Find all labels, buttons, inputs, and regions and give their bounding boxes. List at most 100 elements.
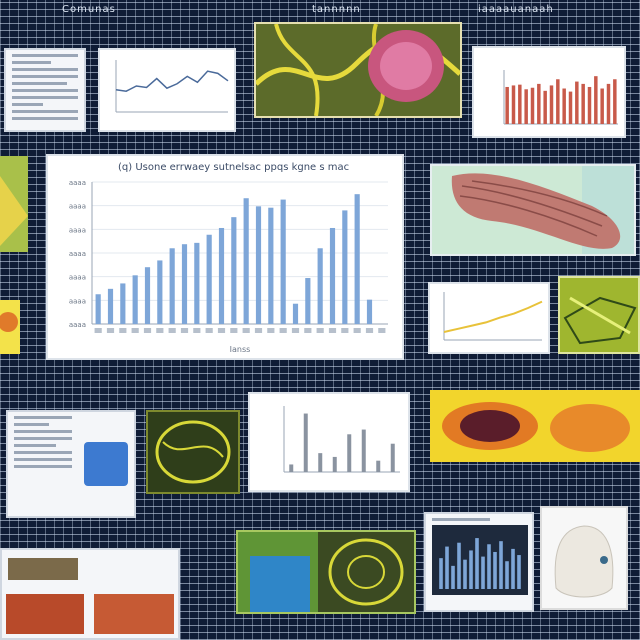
bar xyxy=(568,91,573,124)
bar xyxy=(481,556,485,589)
x-tick-label xyxy=(279,328,287,333)
bar xyxy=(342,210,348,324)
anatomy-image[interactable] xyxy=(430,164,636,256)
bar xyxy=(390,443,395,472)
cell-illustration-2 xyxy=(238,532,414,612)
bar-chart-sparse xyxy=(283,406,400,473)
cell-image-2[interactable] xyxy=(236,530,416,614)
bar xyxy=(243,198,249,324)
y-tick-label: aaaa xyxy=(69,203,86,211)
y-tick-label: aaaa xyxy=(69,226,86,234)
bar xyxy=(613,79,617,124)
x-tick-label xyxy=(328,328,337,333)
y-tick-label: aaaa xyxy=(69,250,86,258)
document-thumbnail-1[interactable] xyxy=(4,48,86,132)
bar xyxy=(530,87,535,124)
bar xyxy=(581,83,585,124)
orange-image-edge xyxy=(0,300,20,354)
x-tick-label xyxy=(341,328,349,333)
bar xyxy=(132,275,138,324)
cell-image-1[interactable] xyxy=(146,410,240,494)
bar xyxy=(169,248,175,324)
x-tick-label xyxy=(267,328,275,333)
bar xyxy=(451,565,455,589)
series-line xyxy=(115,70,229,92)
bar xyxy=(361,429,366,472)
bar xyxy=(303,413,308,472)
x-tick-label xyxy=(156,328,164,333)
bar xyxy=(505,86,509,124)
bar xyxy=(347,434,352,472)
bar xyxy=(255,206,262,324)
bar xyxy=(505,561,509,589)
bar xyxy=(289,464,294,472)
bar xyxy=(457,542,461,589)
bar xyxy=(556,79,560,124)
x-tick-label xyxy=(106,328,115,333)
x-tick-label xyxy=(316,328,324,333)
eye-illustration xyxy=(430,390,640,462)
tooth-image[interactable] xyxy=(540,506,628,610)
bar xyxy=(524,89,528,124)
x-tick-label xyxy=(365,328,374,333)
bar xyxy=(439,558,443,589)
x-tick-label xyxy=(205,328,213,333)
bar xyxy=(366,299,373,324)
rock-image-1 xyxy=(6,594,84,634)
x-tick-label xyxy=(242,328,250,333)
bar xyxy=(144,267,151,324)
bar xyxy=(537,83,541,124)
rock-image-2 xyxy=(94,594,174,634)
bar xyxy=(305,278,311,324)
bar-chart-red xyxy=(503,70,618,125)
bar xyxy=(120,283,126,324)
x-tick-label xyxy=(131,328,139,333)
y-tick-label: aaaa xyxy=(69,297,86,305)
bar xyxy=(517,555,521,589)
x-tick-label xyxy=(378,328,386,333)
bar-chart-thumbnail-red[interactable] xyxy=(472,46,626,138)
main-bar-chart: aaaa aaaa aaaa aaaa aaaa aaaa aaaa Ianss xyxy=(69,179,388,354)
x-axis-label: Ianss xyxy=(230,345,251,354)
bar-chart-dark xyxy=(432,525,528,595)
bar xyxy=(587,86,592,124)
bar xyxy=(317,248,323,324)
anatomy-illustration xyxy=(432,166,634,254)
bar xyxy=(329,227,336,324)
bar xyxy=(518,84,522,124)
bar xyxy=(354,194,360,324)
green-sketch-image[interactable] xyxy=(558,276,640,354)
x-tick-label xyxy=(180,328,189,333)
bar xyxy=(493,551,497,589)
main-bar-chart-panel[interactable]: (q) Usone errwaey sutnelsac ppqs kgne s … xyxy=(46,154,404,360)
bar xyxy=(543,90,547,124)
bar xyxy=(218,227,225,324)
document-thumbnail-2[interactable] xyxy=(6,410,136,518)
bar-chart-thumbnail-sparse[interactable] xyxy=(248,392,410,492)
geology-panel[interactable] xyxy=(0,548,180,640)
eye-image[interactable] xyxy=(430,390,640,462)
bar xyxy=(231,217,237,324)
line-chart-thumbnail-1[interactable] xyxy=(98,48,236,132)
bar xyxy=(332,456,337,472)
organic-image-1[interactable] xyxy=(254,22,462,118)
x-tick-label xyxy=(254,328,263,333)
bar xyxy=(511,85,516,124)
x-tick-label xyxy=(217,328,226,333)
tooth-illustration xyxy=(554,525,614,598)
bar xyxy=(157,260,163,324)
landscape-image xyxy=(8,558,78,580)
bar xyxy=(594,76,598,124)
bar xyxy=(469,550,473,589)
bar xyxy=(549,85,554,124)
bar xyxy=(606,83,611,124)
bar xyxy=(280,199,286,324)
bar xyxy=(268,207,274,324)
x-tick-label xyxy=(230,328,238,333)
bar xyxy=(376,460,381,472)
dark-chart-panel[interactable] xyxy=(424,512,534,612)
bar xyxy=(181,244,188,324)
x-tick-label xyxy=(119,328,127,333)
header-label-1: Comunas xyxy=(62,4,116,15)
line-chart-thumbnail-yellow[interactable] xyxy=(428,282,550,354)
